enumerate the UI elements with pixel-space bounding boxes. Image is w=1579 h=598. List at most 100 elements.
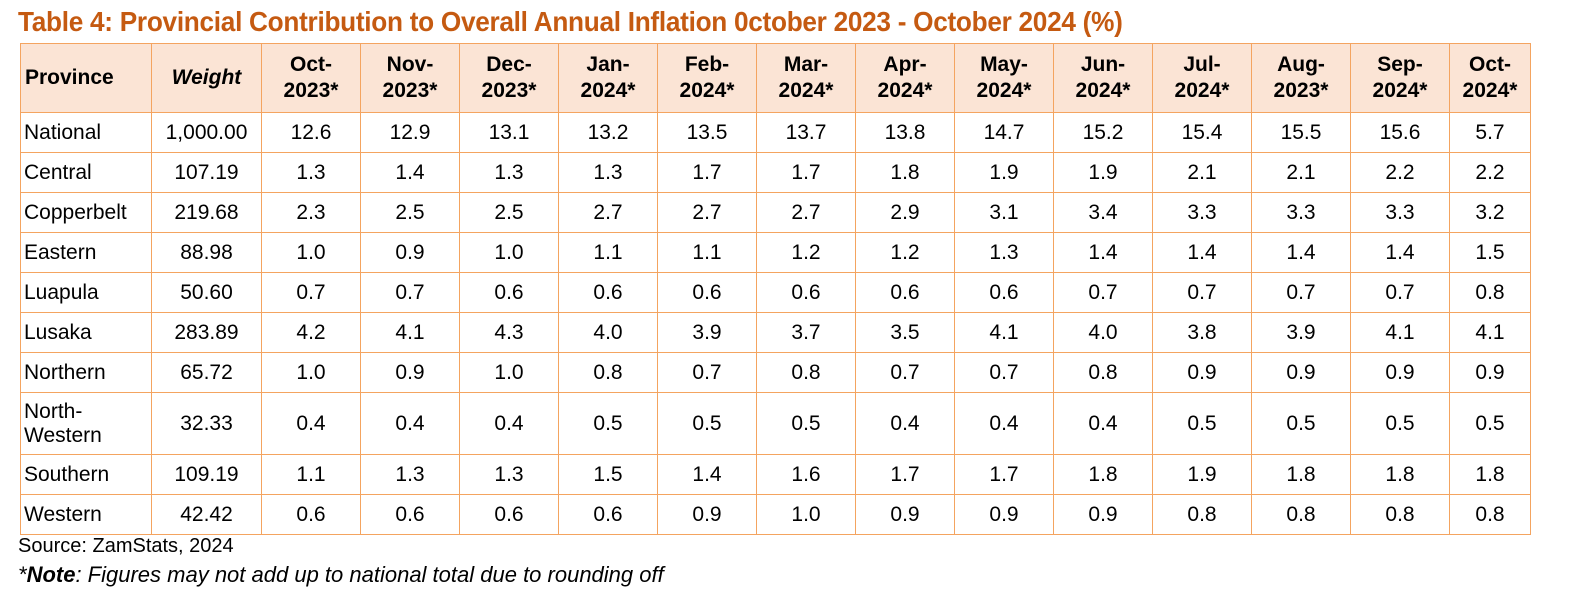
table-row: Lusaka 283.89 4.2 4.1 4.3 4.0 3.9 3.7 3.5 4.1 4.0 3…	[20, 312, 1531, 353]
header-month: Mar- 2024*	[756, 43, 856, 113]
province-name: Western	[24, 423, 102, 447]
value-cell: 0.9	[1152, 352, 1252, 393]
value-cell: 0.5	[657, 392, 757, 455]
value-cell: 1.9	[1053, 152, 1153, 193]
value-cell: 1.4	[1251, 232, 1351, 273]
value-cell: 0.6	[756, 272, 856, 313]
value-cell: 3.9	[657, 312, 757, 353]
header-month-part: Aug-	[1277, 53, 1325, 76]
value-cell: 0.6	[360, 494, 460, 535]
value-cell: 0.8	[1251, 494, 1351, 535]
value-cell: 3.2	[1449, 192, 1531, 233]
table-header: Province Weight Oct- 2023* Nov- 2023* Dec- 20…	[20, 43, 1531, 113]
header-month-part: Feb-	[684, 53, 730, 76]
header-month: Jan- 2024*	[558, 43, 658, 113]
value-cell: 0.7	[657, 352, 757, 393]
header-month-part: Sep-	[1377, 53, 1423, 76]
value-cell: 4.1	[954, 312, 1054, 353]
table-row: Northern 65.72 1.0 0.9 1.0 0.8 0.7 0.8 0.7 0.7 0.8…	[20, 352, 1531, 393]
value-cell: 0.6	[459, 272, 559, 313]
value-cell: 12.9	[360, 112, 460, 153]
value-cell: 3.4	[1053, 192, 1153, 233]
value-cell: 1.3	[261, 152, 361, 193]
value-cell: 0.6	[855, 272, 955, 313]
value-cell: 0.9	[1449, 352, 1531, 393]
value-cell: 2.7	[558, 192, 658, 233]
value-cell: 0.9	[360, 232, 460, 273]
value-cell: 2.7	[756, 192, 856, 233]
value-cell: 1.3	[954, 232, 1054, 273]
value-cell: 0.6	[954, 272, 1054, 313]
value-cell: 15.5	[1251, 112, 1351, 153]
value-cell: 1.1	[657, 232, 757, 273]
value-cell: 0.6	[558, 494, 658, 535]
value-cell: 0.5	[1251, 392, 1351, 455]
footnote: *Note: Figures may not add up to nationa…	[18, 562, 664, 588]
value-cell: 2.3	[261, 192, 361, 233]
value-cell: 4.2	[261, 312, 361, 353]
value-cell: 2.2	[1449, 152, 1531, 193]
province-name: Eastern	[24, 240, 97, 264]
value-cell: 1.1	[558, 232, 658, 273]
province-name: Western	[24, 502, 102, 526]
header-month: Jul- 2024*	[1152, 43, 1252, 113]
header-month-part: Oct-	[290, 53, 332, 76]
value-cell: 13.1	[459, 112, 559, 153]
value-cell: 4.0	[1053, 312, 1153, 353]
value-cell: 1.7	[954, 454, 1054, 495]
value-cell: 0.9	[1350, 352, 1450, 393]
value-cell: 1.3	[360, 454, 460, 495]
province-name: Central	[24, 160, 92, 184]
value-cell: 1.1	[261, 454, 361, 495]
table-row: Western 42.42 0.6 0.6 0.6 0.6 0.9 1.0 0.9 0.9 0.9 0…	[20, 494, 1531, 535]
value-cell: 0.5	[756, 392, 856, 455]
value-cell: 1.9	[1152, 454, 1252, 495]
province-cell: Central	[20, 152, 152, 193]
value-cell: 0.8	[1449, 272, 1531, 313]
value-cell: 2.5	[360, 192, 460, 233]
value-cell: 1.0	[756, 494, 856, 535]
value-cell: 4.0	[558, 312, 658, 353]
inflation-table: Province Weight Oct- 2023* Nov- 2023* Dec- 20…	[20, 43, 1531, 535]
value-cell: 0.8	[1152, 494, 1252, 535]
value-cell: 2.9	[855, 192, 955, 233]
province-name: National	[24, 120, 102, 144]
province-cell: Western	[20, 494, 152, 535]
header-month-part: 2024*	[580, 79, 636, 102]
value-cell: 3.5	[855, 312, 955, 353]
value-cell: 1.0	[459, 352, 559, 393]
header-month: May- 2024*	[954, 43, 1054, 113]
weight-cell: 1,000.00	[151, 112, 262, 153]
value-cell: 0.8	[558, 352, 658, 393]
value-cell: 0.7	[855, 352, 955, 393]
value-cell: 0.5	[558, 392, 658, 455]
weight-cell: 65.72	[151, 352, 262, 393]
value-cell: 1.8	[1053, 454, 1153, 495]
value-cell: 0.9	[657, 494, 757, 535]
value-cell: 1.8	[855, 152, 955, 193]
province-name: Northern	[24, 360, 106, 384]
header-month: Dec- 2023*	[459, 43, 559, 113]
value-cell: 0.6	[261, 494, 361, 535]
value-cell: 1.7	[657, 152, 757, 193]
value-cell: 1.2	[855, 232, 955, 273]
value-cell: 0.7	[261, 272, 361, 313]
header-month-part: May-	[980, 53, 1028, 76]
value-cell: 0.4	[261, 392, 361, 455]
table-row: Central 107.19 1.3 1.4 1.3 1.3 1.7 1.7 1.8 1.9 1.9…	[20, 152, 1531, 193]
header-row: Province Weight Oct- 2023* Nov- 2023* Dec- 20…	[20, 43, 1531, 113]
header-province: Province	[20, 43, 152, 113]
value-cell: 13.8	[855, 112, 955, 153]
value-cell: 15.2	[1053, 112, 1153, 153]
value-cell: 0.4	[1053, 392, 1153, 455]
value-cell: 3.3	[1350, 192, 1450, 233]
province-cell: Luapula	[20, 272, 152, 313]
value-cell: 1.4	[1152, 232, 1252, 273]
province-cell: Copperbelt	[20, 192, 152, 233]
value-cell: 0.9	[954, 494, 1054, 535]
value-cell: 2.5	[459, 192, 559, 233]
weight-cell: 109.19	[151, 454, 262, 495]
value-cell: 2.2	[1350, 152, 1450, 193]
value-cell: 1.0	[261, 232, 361, 273]
table-row: National 1,000.00 12.6 12.9 13.1 13.2 13.5 13.7…	[20, 112, 1531, 153]
